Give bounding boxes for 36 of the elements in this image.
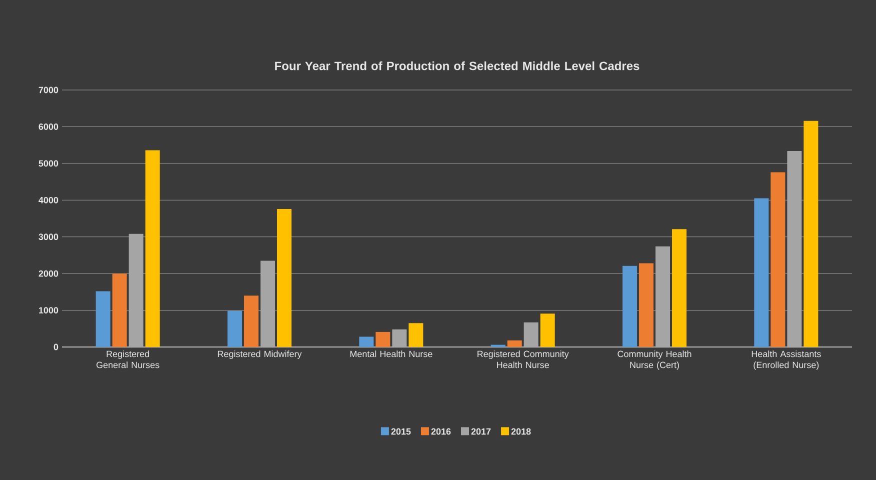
bar: [770, 172, 786, 347]
bar: [804, 120, 818, 347]
y-tick-label: 3000: [38, 234, 58, 240]
x-tick-label: Registered General Nurses: [96, 350, 160, 368]
bar: [639, 263, 654, 347]
x-tick-label: Mental Health Nurse: [350, 350, 432, 358]
y-tick-label: 6000: [38, 124, 58, 130]
bar: [145, 150, 160, 347]
legend-label: 2017: [471, 428, 491, 435]
y-tick-label: 1000: [39, 307, 58, 314]
x-tick-label: Registered Community Health Nurse: [478, 350, 569, 368]
x-tick-label: Registered Midwifery: [218, 350, 302, 359]
legend-label: 2016: [431, 428, 451, 435]
y-tick-label: 0: [54, 344, 58, 350]
chart-title: Four Year Trend of Production of Selected Middle Level Cadres: [275, 61, 640, 70]
bar: [96, 291, 110, 347]
bar: [228, 310, 242, 347]
y-tick-label: 7000: [38, 86, 58, 94]
y-tick-label: 5000: [38, 160, 58, 167]
bar: [359, 336, 374, 347]
bar: [754, 198, 769, 347]
bar: [672, 229, 687, 347]
bar: [277, 208, 292, 347]
bar: [244, 296, 259, 347]
x-tick-label: Health Assistants (Enrolled Nurse): [752, 350, 821, 370]
legend-label: 2015: [391, 428, 411, 435]
y-tick-label: 4000: [38, 196, 58, 204]
bar: [507, 340, 522, 347]
bar: [112, 274, 127, 347]
bar: [376, 332, 390, 347]
y-tick-label: 2000: [38, 270, 58, 277]
bar: [540, 314, 555, 347]
bar: [408, 323, 424, 347]
bar: [622, 266, 638, 347]
legend-label: 2018: [511, 428, 531, 435]
x-tick-label: Community Health Nurse (Cert): [618, 350, 692, 370]
